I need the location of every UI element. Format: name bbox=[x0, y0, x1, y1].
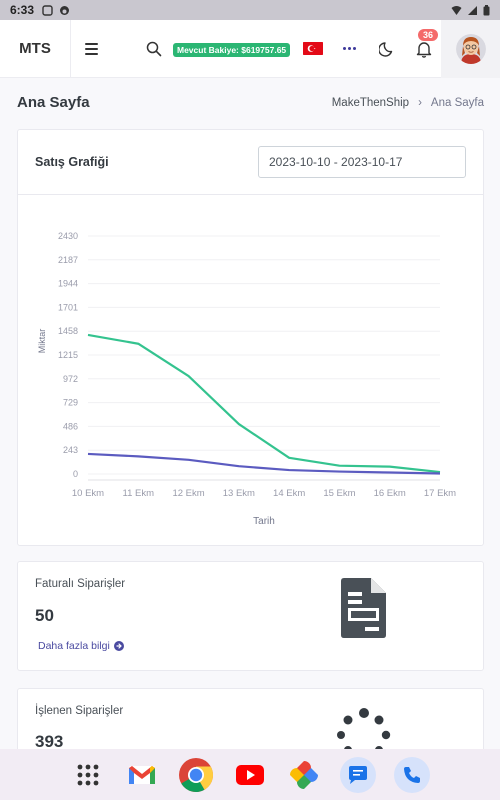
user-avatar-button[interactable] bbox=[441, 20, 500, 78]
avatar bbox=[455, 34, 486, 64]
x-axis: 10 Ekm 11 Ekm 12 Ekm 13 Ekm 14 Ekm 15 Ekm 16 E… bbox=[72, 479, 456, 499]
arrow-right-circle-icon[interactable] bbox=[113, 641, 124, 651]
sales-line-chart: 0 243 486 729 972 1215 1458 1701 1944 2187 2430 10… bbox=[37, 231, 456, 527]
y-tick-label: 486 bbox=[63, 421, 78, 431]
x-axis-label: Tarih bbox=[253, 516, 275, 527]
notification-square-icon bbox=[42, 4, 53, 16]
chart-series bbox=[87, 333, 441, 475]
chart-card-header: Satış Grafiği 2023-10-10 - 2023-10-17 bbox=[18, 130, 483, 195]
breadcrumb-separator: › bbox=[418, 96, 422, 109]
y-tick-label: 1944 bbox=[58, 279, 78, 289]
signal-icon bbox=[468, 5, 477, 15]
status-time: 6:33 bbox=[10, 3, 35, 17]
y-tick-label: 1458 bbox=[58, 326, 78, 336]
x-tick-label: 16 Ekm bbox=[374, 488, 406, 499]
x-tick-label: 17 Ekm bbox=[424, 488, 456, 499]
dark-mode-moon-icon[interactable] bbox=[379, 40, 396, 57]
y-tick-label: 1701 bbox=[58, 302, 78, 312]
invoiced-orders-card: Faturalı Siparişler 50 Daha fazla bilgi bbox=[17, 561, 484, 671]
google-photos-icon[interactable] bbox=[286, 757, 322, 793]
x-tick-label: 12 Ekm bbox=[172, 488, 204, 499]
gmail-icon[interactable] bbox=[124, 757, 160, 793]
top-navbar: MTS Mevcut Bakiye: $619757.65 36 bbox=[0, 19, 500, 78]
battery-icon bbox=[483, 4, 490, 15]
document-icon bbox=[341, 578, 386, 638]
notification-count-badge: 36 bbox=[418, 29, 439, 41]
y-axis-label: Miktar bbox=[37, 329, 47, 354]
phone-icon[interactable] bbox=[394, 756, 430, 793]
x-tick-label: 11 Ekm bbox=[123, 488, 155, 499]
processed-orders-label: İşlenen Siparişler bbox=[35, 705, 124, 717]
menu-toggle-icon[interactable] bbox=[85, 42, 98, 55]
y-tick-label: 1215 bbox=[58, 350, 78, 360]
more-info-link[interactable]: Daha fazla bilgi bbox=[38, 640, 124, 652]
breadcrumb-link-home[interactable]: MakeThenShip bbox=[331, 96, 410, 109]
app-drawer-icon[interactable] bbox=[70, 757, 106, 793]
x-tick-label: 13 Ekm bbox=[223, 488, 255, 499]
x-tick-label: 15 Ekm bbox=[323, 488, 355, 499]
date-range-picker[interactable]: 2023-10-10 - 2023-10-17 bbox=[258, 146, 466, 178]
processed-orders-value: 393 bbox=[35, 732, 64, 751]
invoiced-orders-value: 50 bbox=[35, 606, 54, 625]
series-line-1 bbox=[87, 333, 441, 474]
breadcrumb-current: Ana Sayfa bbox=[430, 96, 484, 109]
y-tick-label: 0 bbox=[73, 469, 78, 479]
breadcrumb: MakeThenShip › Ana Sayfa bbox=[332, 97, 484, 109]
brand-logo[interactable]: MTS bbox=[0, 19, 71, 78]
status-bar: 6:33 bbox=[0, 0, 500, 20]
y-tick-label: 2187 bbox=[58, 255, 78, 265]
turkey-flag-icon[interactable] bbox=[303, 42, 323, 55]
balance-badge: Mevcut Bakiye: $619757.65 bbox=[173, 43, 291, 57]
y-tick-label: 243 bbox=[63, 445, 78, 455]
chart-grid bbox=[88, 235, 440, 475]
y-tick-label: 729 bbox=[63, 398, 78, 408]
series-line-2 bbox=[87, 452, 441, 475]
y-axis: 0 243 486 729 972 1215 1458 1701 1944 2187 2430 bbox=[58, 231, 78, 479]
x-tick-label: 10 Ekm bbox=[72, 488, 104, 499]
chrome-icon[interactable] bbox=[178, 757, 214, 793]
app-circle-icon bbox=[60, 5, 70, 15]
x-tick-label: 14 Ekm bbox=[273, 488, 305, 499]
page-title: Ana Sayfa bbox=[17, 94, 90, 111]
more-info-label[interactable]: Daha fazla bilgi bbox=[38, 640, 110, 652]
y-tick-label: 972 bbox=[63, 374, 78, 384]
youtube-icon[interactable] bbox=[232, 757, 268, 793]
apps-menu-icon[interactable] bbox=[343, 47, 356, 50]
search-icon[interactable] bbox=[146, 41, 162, 57]
sales-chart-card: Satış Grafiği 2023-10-10 - 2023-10-17 0 2… bbox=[17, 129, 484, 546]
notification-bell-icon[interactable] bbox=[415, 40, 433, 58]
chart-title: Satış Grafiği bbox=[35, 155, 109, 169]
y-tick-label: 2430 bbox=[58, 231, 78, 241]
app-dock bbox=[0, 749, 500, 800]
page-header: Ana Sayfa MakeThenShip › Ana Sayfa bbox=[17, 94, 484, 111]
wifi-icon bbox=[451, 5, 462, 15]
messages-icon[interactable] bbox=[340, 756, 376, 793]
invoiced-orders-label: Faturalı Siparişler bbox=[35, 578, 126, 590]
